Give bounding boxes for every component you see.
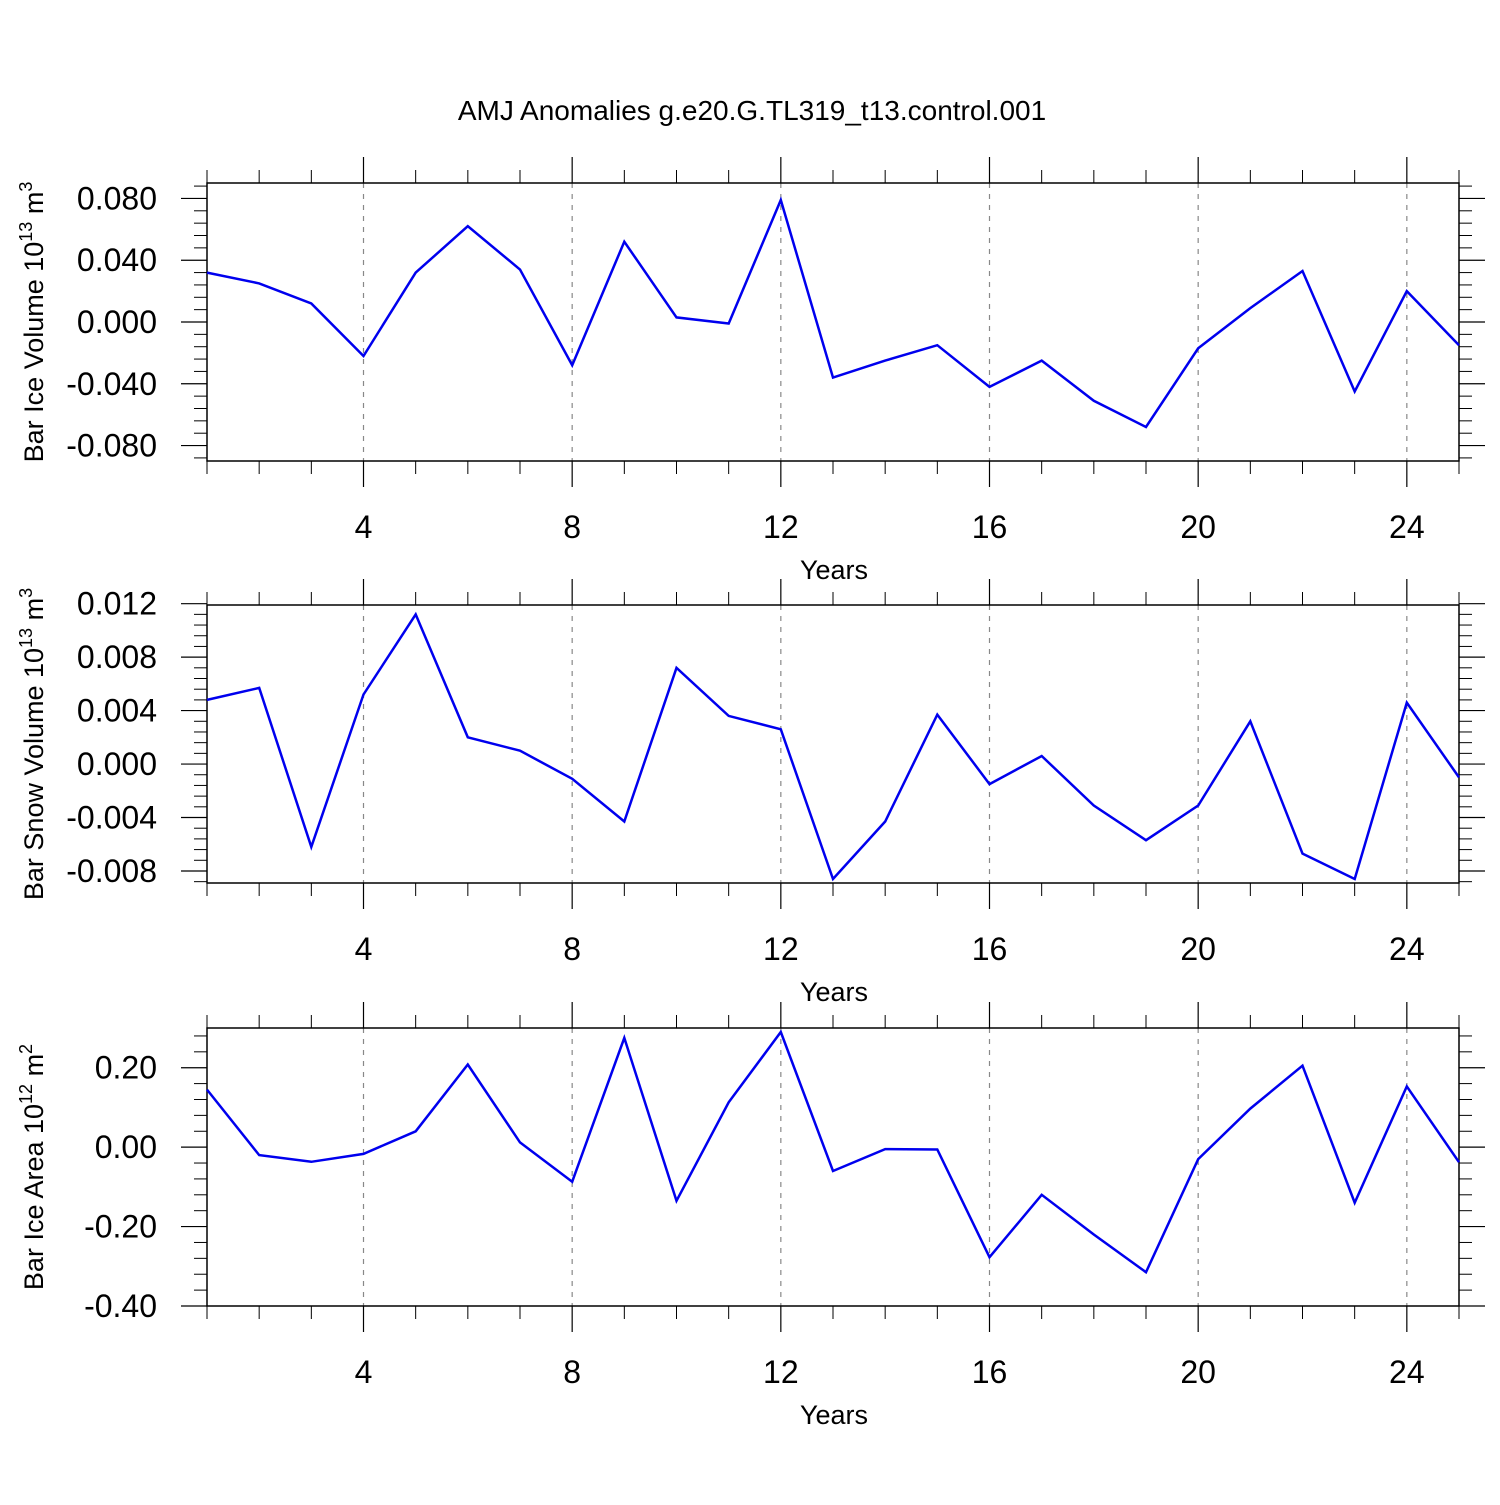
x-tick-label-24: 24 (1389, 1354, 1425, 1390)
x-tick-label-8: 8 (563, 1354, 581, 1390)
x-axis-label: Years (800, 555, 868, 585)
y-axis-label: Bar Ice Area 1012 m2 (16, 1044, 49, 1290)
y-tick-label-0.20: 0.20 (95, 1050, 157, 1086)
plot-frame (207, 183, 1459, 461)
x-tick-label-4: 4 (355, 931, 373, 967)
y-tick-label--0.004: -0.004 (66, 800, 157, 836)
y-tick-label-0.00: 0.00 (95, 1129, 157, 1165)
panel-3: 4 8 12 16 20 24 -0.40 -0.20 0.00 0.20 Years Bar Ice… (16, 1002, 1485, 1430)
x-tick-label-4: 4 (355, 1354, 373, 1390)
x-tick-label-20: 20 (1180, 1354, 1216, 1390)
x-tick-label-24: 24 (1389, 931, 1425, 967)
x-axis-label: Years (800, 977, 868, 1007)
y-tick-label--0.40: -0.40 (84, 1288, 157, 1324)
x-axis-label: Years (800, 1400, 868, 1430)
y-tick-label-0.004: 0.004 (77, 693, 157, 729)
x-tick-label-8: 8 (563, 509, 581, 545)
x-tick-label-12: 12 (763, 509, 799, 545)
y-tick-label--0.040: -0.040 (66, 366, 157, 402)
y-axis-label: Bar Ice Volume 1013 m3 (16, 182, 49, 463)
series-line (207, 200, 1459, 427)
x-tick-label-20: 20 (1180, 931, 1216, 967)
y-tick-label--0.080: -0.080 (66, 428, 157, 464)
y-tick-label-0.080: 0.080 (77, 180, 157, 216)
y-tick-label-0.000: 0.000 (77, 304, 157, 340)
x-tick-label-12: 12 (763, 1354, 799, 1390)
x-tick-label-8: 8 (563, 931, 581, 967)
y-tick-label-0.000: 0.000 (77, 746, 157, 782)
x-tick-label-16: 16 (972, 1354, 1008, 1390)
x-tick-label-16: 16 (972, 931, 1008, 967)
panel-2: 4 8 12 16 20 24 -0.008 -0.004 0.000 0.004 0.008 0.0… (16, 579, 1485, 1007)
x-tick-label-12: 12 (763, 931, 799, 967)
chart-title: AMJ Anomalies g.e20.G.TL319_t13.control.… (458, 95, 1046, 126)
panel-1: 4 8 12 16 20 24 -0.080 -0.040 0.000 0.040 0.080 Yea… (16, 157, 1485, 585)
x-tick-label-16: 16 (972, 509, 1008, 545)
y-tick-label-0.040: 0.040 (77, 242, 157, 278)
y-tick-label-0.008: 0.008 (77, 639, 157, 675)
y-axis-label: Bar Snow Volume 1013 m3 (16, 588, 49, 900)
y-tick-label-0.012: 0.012 (77, 586, 157, 622)
plot-frame (207, 1028, 1459, 1306)
x-tick-label-4: 4 (355, 509, 373, 545)
y-tick-label--0.008: -0.008 (66, 853, 157, 889)
x-tick-label-24: 24 (1389, 509, 1425, 545)
y-tick-label--0.20: -0.20 (84, 1209, 157, 1245)
series-line (207, 614, 1459, 879)
x-tick-label-20: 20 (1180, 509, 1216, 545)
series-line (207, 1032, 1459, 1272)
